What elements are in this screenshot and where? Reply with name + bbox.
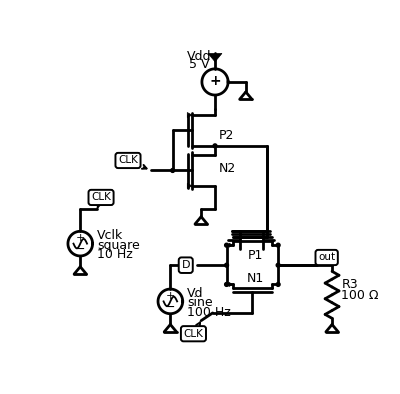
Text: sine: sine xyxy=(187,296,213,309)
Circle shape xyxy=(225,282,228,286)
Circle shape xyxy=(225,263,228,267)
Polygon shape xyxy=(229,282,233,286)
Text: −: − xyxy=(75,243,86,256)
Circle shape xyxy=(225,243,228,247)
Polygon shape xyxy=(187,183,192,188)
Text: Vd: Vd xyxy=(187,287,204,300)
Text: 5 V: 5 V xyxy=(189,58,210,71)
Polygon shape xyxy=(229,243,233,247)
Text: 10 Hz: 10 Hz xyxy=(97,248,133,261)
Text: P2: P2 xyxy=(219,129,234,142)
Text: P1: P1 xyxy=(248,249,264,262)
Polygon shape xyxy=(208,54,222,62)
Text: +: + xyxy=(76,234,85,243)
Text: Vdd: Vdd xyxy=(187,50,212,63)
Text: +: + xyxy=(166,291,175,301)
Circle shape xyxy=(213,144,217,148)
Polygon shape xyxy=(187,113,192,117)
Text: N1: N1 xyxy=(247,272,264,285)
Circle shape xyxy=(276,243,280,247)
Text: −: − xyxy=(165,301,176,314)
Text: N2: N2 xyxy=(219,162,236,175)
Circle shape xyxy=(276,282,280,286)
Text: CLK: CLK xyxy=(184,322,203,339)
Text: 100 Hz: 100 Hz xyxy=(187,306,231,319)
Text: D: D xyxy=(182,260,190,270)
Circle shape xyxy=(171,169,174,173)
Text: CLK: CLK xyxy=(118,156,146,169)
Text: square: square xyxy=(97,239,140,252)
Text: Vclk: Vclk xyxy=(97,229,124,242)
Text: 100 Ω: 100 Ω xyxy=(341,289,379,302)
Text: R3: R3 xyxy=(341,278,358,291)
Text: +: + xyxy=(210,74,222,88)
Text: CLK: CLK xyxy=(91,192,111,208)
Text: out: out xyxy=(318,253,335,262)
Circle shape xyxy=(276,263,280,267)
